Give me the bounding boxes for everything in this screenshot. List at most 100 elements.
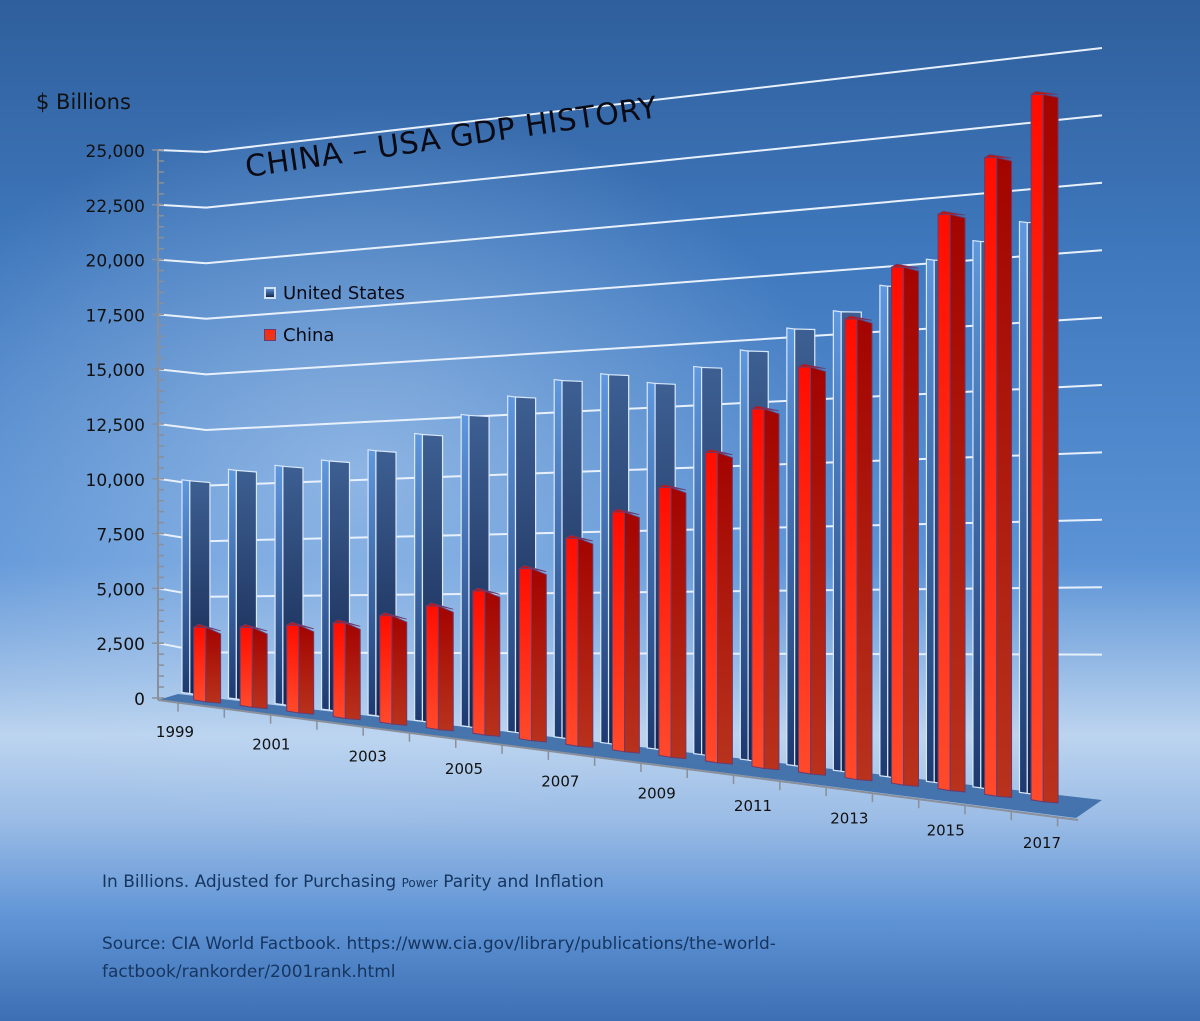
bar-china-1999: [192, 623, 222, 704]
legend: United States China: [264, 282, 405, 366]
bar-us-side: [460, 413, 470, 728]
bar-china-top: [610, 508, 640, 516]
bar-china-2000: [238, 623, 268, 710]
y-tick-label: 10,000: [86, 471, 145, 491]
bar-us-side: [507, 395, 517, 734]
x-tick-label: 1999: [156, 723, 194, 741]
bar-china-side: [530, 567, 547, 743]
y-tick-label: 7,500: [96, 526, 145, 546]
y-tick-label: 5,000: [96, 580, 145, 600]
bar-us-side: [739, 349, 749, 761]
bar-china-front: [704, 451, 719, 764]
bar-china-2013: [843, 315, 873, 782]
bar-china-side: [344, 622, 361, 721]
bar-china-2011: [750, 405, 780, 771]
bar-china-top: [890, 263, 919, 269]
bar-china-2010: [704, 449, 733, 765]
bar-china-side: [298, 624, 315, 715]
bar-china-front: [658, 487, 672, 758]
bar-china-side: [437, 605, 454, 732]
y-tick-label: 17,500: [86, 306, 145, 326]
x-axis-labels: 1999 2001 2003 2005 2007 2009 2011 2013 2015 2017: [156, 702, 1061, 852]
bar-china-front: [379, 615, 393, 725]
legend-item-us: United States: [264, 282, 405, 304]
bar-china-2014: [890, 263, 920, 787]
y-tick-label: 15,000: [86, 361, 145, 381]
bar-china-side: [717, 451, 733, 765]
bar-china-front: [984, 157, 998, 797]
bar-us-side: [553, 378, 563, 739]
us-swatch-icon: [264, 287, 276, 299]
bar-china-2007: [564, 534, 594, 749]
bar-us-side: [646, 381, 656, 750]
bar-china-top: [517, 565, 547, 573]
legend-label-us: United States: [283, 282, 405, 304]
y-tick-label: 22,500: [86, 197, 145, 217]
bar-us-side: [972, 239, 982, 789]
bar-china-front: [518, 568, 532, 742]
bar-us-side: [181, 479, 191, 695]
bar-china-front: [937, 213, 951, 792]
bar-china-side: [856, 318, 873, 782]
bar-china-front: [425, 605, 439, 731]
gridline: [157, 249, 1103, 320]
bar-china-top: [331, 619, 361, 627]
floor-plane: [158, 694, 1102, 818]
bar-china-front: [611, 511, 626, 753]
bar-china-side: [996, 156, 1013, 798]
bar-china-2001: [285, 621, 315, 715]
bar-china-top: [657, 484, 686, 491]
bar-china-front: [751, 408, 765, 770]
bar-china-2004: [424, 602, 454, 732]
bar-china-side: [763, 408, 780, 771]
bar-china-2003: [378, 612, 408, 726]
bar-china-side: [670, 486, 687, 760]
bar-china-front: [844, 318, 858, 781]
bar-china-front: [1030, 93, 1044, 803]
bar-china-2002: [331, 619, 361, 721]
bar-china-2012: [797, 363, 826, 776]
bar-china-front: [286, 624, 300, 714]
y-axis-title: $ Billions: [36, 90, 131, 114]
bar-china-top: [378, 612, 407, 620]
x-tick-label: 2009: [638, 785, 676, 803]
bar-china-top: [797, 363, 826, 370]
bar-us-side: [414, 432, 424, 722]
bar-china-side: [949, 213, 966, 793]
gridline: [157, 47, 1103, 154]
x-tick-label: 2013: [830, 809, 868, 827]
bar-china-front: [797, 366, 812, 775]
bar-china-front: [332, 622, 346, 720]
legend-item-china: China: [264, 324, 405, 346]
bar-china-2005: [471, 587, 501, 737]
y-tick-label: 20,000: [86, 252, 145, 272]
bar-china-top: [1029, 90, 1059, 95]
bar-china-top: [843, 315, 873, 321]
bar-us-side: [274, 464, 284, 706]
footnote-part2: Power: [401, 876, 438, 890]
x-tick-label: 2007: [541, 772, 579, 790]
bar-us-side: [227, 468, 237, 700]
y-tick-label: 0: [134, 690, 145, 710]
y-tick-label: 12,500: [86, 416, 145, 436]
y-axis: 0 2,500 5,000 7,500 10,000 12,500 15,000 17,500…: [86, 142, 164, 710]
bar-china-top: [192, 623, 221, 632]
bar-china-front: [891, 266, 905, 786]
x-tick-label: 2017: [1023, 834, 1061, 852]
bar-us-side: [1018, 220, 1028, 795]
bar-china-top: [424, 602, 454, 610]
bar-us-side: [879, 284, 889, 778]
bar-china-top: [238, 623, 268, 632]
x-tick-label: 2005: [445, 760, 483, 778]
x-tick-label: 2001: [252, 735, 290, 753]
bar-china-top: [564, 534, 593, 542]
bar-china-2016: [983, 154, 1013, 798]
bar-china-2015: [936, 210, 966, 793]
bar-china-side: [484, 590, 501, 737]
bar-china-side: [903, 266, 920, 787]
bar-china-side: [205, 626, 222, 704]
china-swatch-icon: [264, 329, 276, 341]
bar-china-side: [577, 537, 594, 749]
bar-china-top: [936, 210, 966, 216]
bar-china-2006: [517, 565, 547, 743]
